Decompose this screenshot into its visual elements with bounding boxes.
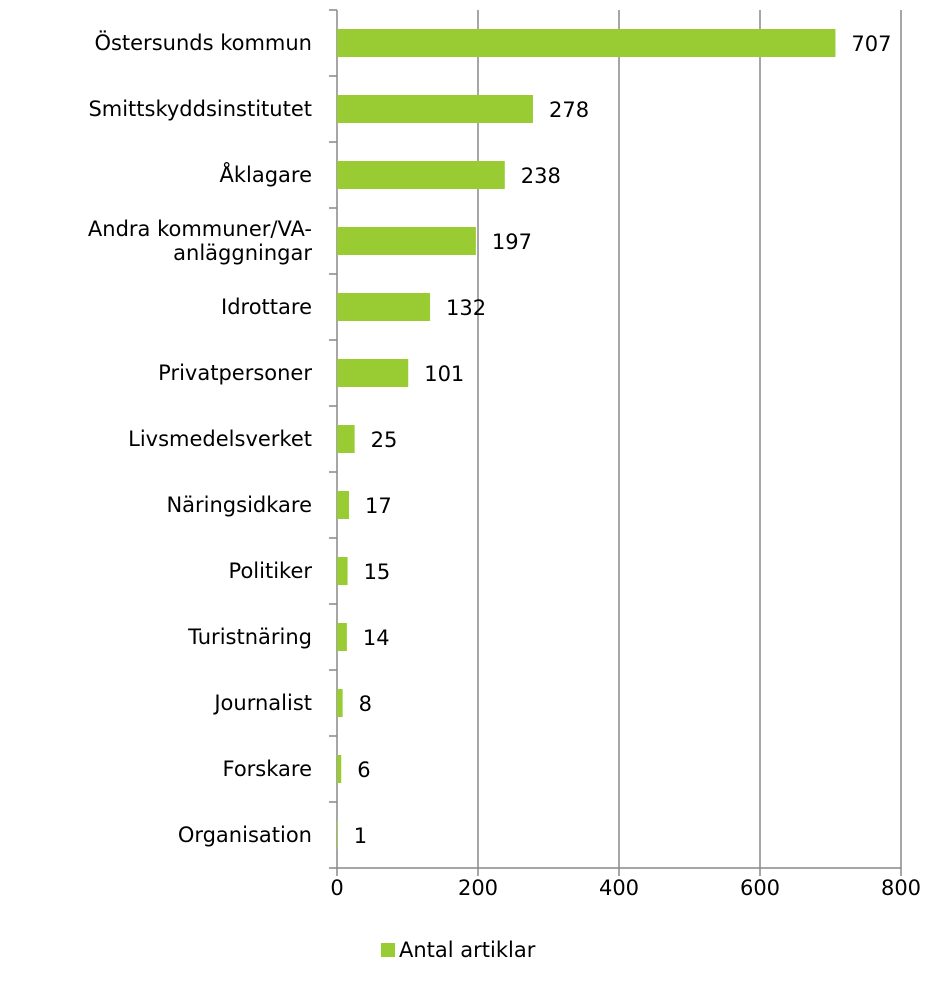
- bar: [337, 293, 431, 321]
- y-tick-label: Åklagare: [219, 163, 312, 187]
- x-tick-label: 0: [330, 876, 343, 900]
- y-tick-label: Östersunds kommun: [94, 31, 312, 55]
- value-label: 707: [851, 32, 891, 56]
- legend-swatch: [381, 943, 395, 957]
- x-tick-label: 800: [881, 876, 921, 900]
- value-label: 132: [446, 296, 486, 320]
- bar: [337, 95, 533, 123]
- y-tick-label: Livsmedelsverket: [128, 427, 312, 451]
- bar: [337, 29, 836, 57]
- y-tick-label: Näringsidkare: [166, 493, 312, 517]
- bar: [337, 821, 338, 849]
- value-label: 6: [357, 758, 370, 782]
- y-tick-label: Forskare: [222, 757, 312, 781]
- y-tick-label: Turistnäring: [188, 625, 312, 649]
- y-tick-label: Journalist: [214, 691, 312, 715]
- value-label: 278: [549, 98, 589, 122]
- legend-label: Antal artiklar: [399, 938, 536, 962]
- bar: [337, 425, 355, 453]
- y-tick-label: Idrottare: [221, 295, 312, 319]
- bar: [337, 557, 348, 585]
- y-tick-label: Politiker: [228, 559, 312, 583]
- bar: [337, 161, 505, 189]
- x-tick-label: 600: [740, 876, 780, 900]
- bar: [337, 689, 343, 717]
- x-tick-label: 400: [599, 876, 639, 900]
- bar: [337, 359, 409, 387]
- bar: [337, 623, 347, 651]
- value-label: 197: [492, 230, 532, 254]
- value-label: 1: [354, 824, 367, 848]
- x-tick-label: 200: [458, 876, 498, 900]
- value-label: 101: [424, 362, 464, 386]
- y-tick-label: Andra kommuner/VA-anläggningar: [87, 217, 312, 265]
- value-label: 8: [359, 692, 372, 716]
- bar: [337, 491, 349, 519]
- value-label: 17: [365, 494, 392, 518]
- y-tick-label: Privatpersoner: [158, 361, 312, 385]
- bar: [337, 227, 476, 255]
- y-tick-label: Organisation: [177, 823, 312, 847]
- value-label: 14: [363, 626, 390, 650]
- value-label: 25: [371, 428, 398, 452]
- value-label: 238: [521, 164, 561, 188]
- y-tick-label: Smittskyddsinstitutet: [88, 97, 312, 121]
- bar: [337, 755, 342, 783]
- value-label: 15: [364, 560, 391, 584]
